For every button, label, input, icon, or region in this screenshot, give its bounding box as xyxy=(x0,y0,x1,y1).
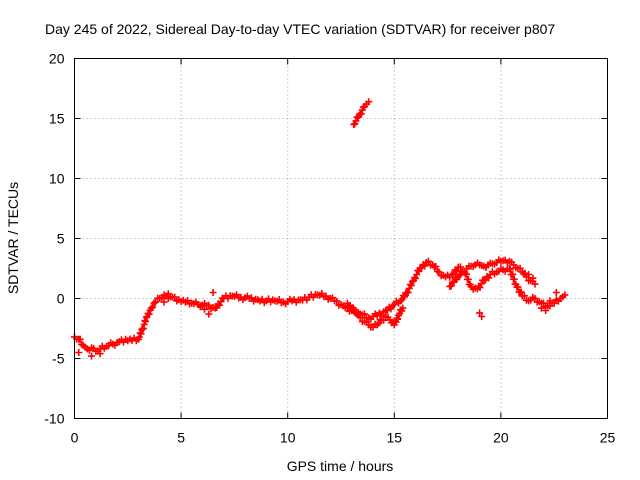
data-point xyxy=(540,299,548,307)
data-point xyxy=(561,291,569,299)
y-axis-label: SDTVAR / TECUs xyxy=(5,182,21,294)
data-point xyxy=(529,274,537,282)
data-point xyxy=(333,297,341,305)
data-point xyxy=(160,298,168,306)
data-point xyxy=(514,283,522,291)
x-axis-ticks: 0 5 10 15 20 25 xyxy=(71,58,616,446)
data-point xyxy=(424,257,432,265)
data-point xyxy=(145,310,153,318)
x-tick-label: 5 xyxy=(177,430,185,446)
data-point xyxy=(447,282,455,290)
y-tick-label: 5 xyxy=(57,231,65,247)
data-point xyxy=(550,299,558,307)
data-point xyxy=(150,299,158,307)
data-point xyxy=(380,316,388,324)
data-point xyxy=(78,340,86,348)
data-point xyxy=(432,263,440,270)
data-point xyxy=(412,275,420,282)
data-point xyxy=(356,314,364,322)
data-point xyxy=(357,110,365,118)
data-point xyxy=(88,352,96,360)
x-axis-label: GPS time / hours xyxy=(287,458,394,474)
data-point xyxy=(171,293,179,301)
data-point xyxy=(205,310,213,318)
x-tick-label: 20 xyxy=(493,430,509,446)
chart-title: Day 245 of 2022, Sidereal Day-to-day VTE… xyxy=(45,21,555,37)
data-point xyxy=(75,349,83,356)
data-point xyxy=(516,264,524,272)
data-point xyxy=(476,284,484,292)
data-point xyxy=(96,350,104,358)
data-point xyxy=(355,310,363,318)
data-point xyxy=(525,271,533,278)
data-point xyxy=(164,290,172,298)
data-point xyxy=(205,301,213,309)
data-point xyxy=(349,304,357,312)
grid-lines xyxy=(74,58,608,419)
data-point xyxy=(407,282,415,289)
data-point xyxy=(546,297,554,305)
data-point xyxy=(401,293,409,301)
data-point xyxy=(394,315,402,323)
y-tick-label: 0 xyxy=(57,291,65,307)
data-point xyxy=(352,117,360,125)
data-point xyxy=(147,304,155,312)
data-point xyxy=(404,289,412,296)
data-point xyxy=(464,275,472,283)
y-tick-label: 15 xyxy=(49,111,65,127)
data-point xyxy=(76,335,84,343)
x-tick-label: 15 xyxy=(387,430,403,446)
data-point xyxy=(201,305,209,313)
x-tick-label: 25 xyxy=(600,430,616,446)
x-tick-label: 10 xyxy=(280,430,296,446)
data-point xyxy=(542,307,550,314)
y-tick-label: 20 xyxy=(49,51,65,67)
data-point xyxy=(521,269,529,277)
data-point xyxy=(520,292,528,300)
data-point xyxy=(461,268,469,276)
data-points xyxy=(71,98,569,360)
data-point xyxy=(137,330,145,338)
x-tick-label: 0 xyxy=(71,430,79,446)
data-point xyxy=(478,313,486,320)
y-tick-label: -10 xyxy=(44,411,64,427)
data-point xyxy=(476,309,484,317)
data-point xyxy=(517,288,525,296)
y-axis-ticks: -10 -5 0 5 10 15 20 xyxy=(44,51,608,427)
y-tick-label: -5 xyxy=(52,351,65,367)
data-point xyxy=(215,301,223,309)
data-point xyxy=(435,268,443,276)
data-point xyxy=(365,98,373,106)
data-point xyxy=(149,303,157,311)
data-point xyxy=(552,289,560,296)
data-point xyxy=(152,298,160,306)
data-point xyxy=(209,289,217,296)
data-point xyxy=(531,280,539,288)
y-tick-label: 10 xyxy=(49,171,65,187)
data-point xyxy=(531,295,539,302)
data-point xyxy=(537,304,545,312)
data-point xyxy=(399,304,407,312)
plot-frame xyxy=(74,58,608,419)
data-point xyxy=(196,302,204,310)
